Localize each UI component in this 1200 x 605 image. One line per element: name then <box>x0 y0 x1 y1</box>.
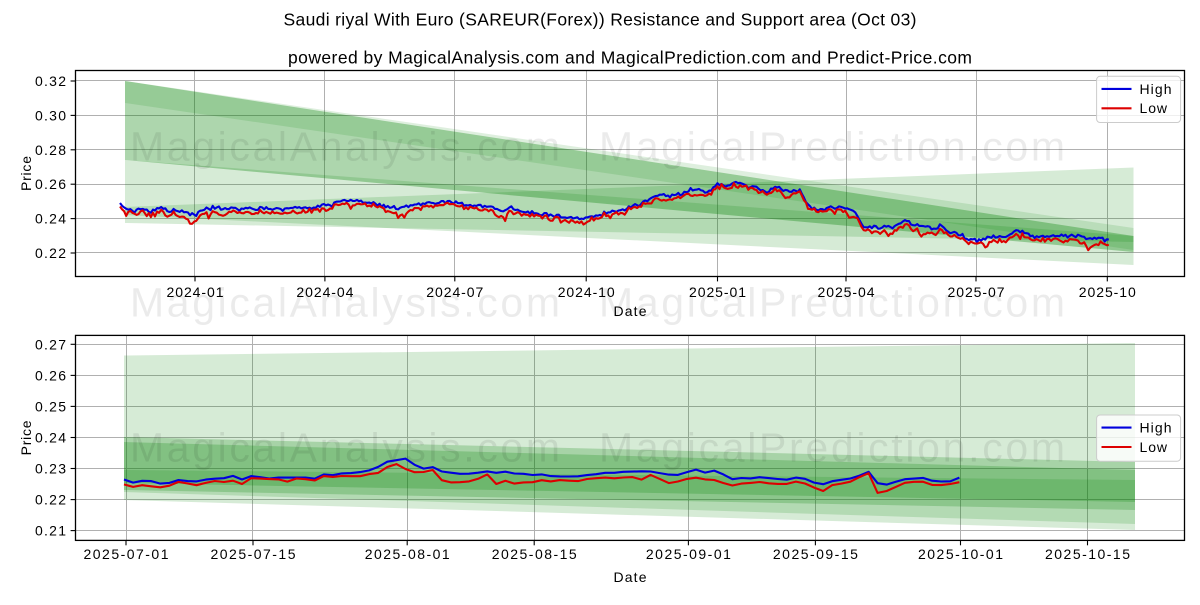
svg-text:2025-01: 2025-01 <box>689 284 746 300</box>
svg-text:MagicalAnalysis.com: MagicalAnalysis.com <box>130 425 560 471</box>
svg-text:MagicalPrediction.com: MagicalPrediction.com <box>599 280 1065 326</box>
svg-text:2025-10-15: 2025-10-15 <box>1045 546 1130 562</box>
svg-text:0.28: 0.28 <box>35 142 66 158</box>
svg-text:High: High <box>1140 420 1172 436</box>
svg-text:MagicalAnalysis.com: MagicalAnalysis.com <box>130 124 560 170</box>
svg-text:2025-04: 2025-04 <box>818 284 875 300</box>
svg-text:Date: Date <box>614 303 647 319</box>
svg-text:0.27: 0.27 <box>35 336 66 352</box>
svg-text:2024-07: 2024-07 <box>426 284 483 300</box>
svg-text:Low: Low <box>1140 439 1168 455</box>
svg-text:0.21: 0.21 <box>35 523 66 539</box>
svg-text:2024-10: 2024-10 <box>558 284 615 300</box>
svg-text:2025-10: 2025-10 <box>1079 284 1136 300</box>
svg-text:2025-10-01: 2025-10-01 <box>918 546 1003 562</box>
svg-text:2024-01: 2024-01 <box>167 284 224 300</box>
svg-text:2025-08-01: 2025-08-01 <box>365 546 450 562</box>
svg-text:Date: Date <box>614 569 647 585</box>
svg-text:0.22: 0.22 <box>35 245 66 261</box>
svg-text:2025-07-15: 2025-07-15 <box>211 546 296 562</box>
svg-text:0.24: 0.24 <box>35 430 66 446</box>
svg-text:Low: Low <box>1140 100 1168 116</box>
svg-text:0.25: 0.25 <box>35 398 66 414</box>
svg-text:0.23: 0.23 <box>35 461 66 477</box>
svg-text:2025-07-01: 2025-07-01 <box>84 546 169 562</box>
svg-text:2024-04: 2024-04 <box>296 284 353 300</box>
svg-text:MagicalAnalysis.com: MagicalAnalysis.com <box>130 280 560 326</box>
svg-text:powered by MagicalAnalysis.com: powered by MagicalAnalysis.com and Magic… <box>288 47 972 67</box>
svg-text:2025-07: 2025-07 <box>948 284 1005 300</box>
svg-text:0.30: 0.30 <box>35 107 66 123</box>
svg-text:0.26: 0.26 <box>35 367 66 383</box>
svg-text:0.32: 0.32 <box>35 73 66 89</box>
svg-text:MagicalPrediction.com: MagicalPrediction.com <box>599 124 1065 170</box>
svg-text:2025-09-01: 2025-09-01 <box>646 546 731 562</box>
svg-text:High: High <box>1140 81 1172 97</box>
svg-text:0.24: 0.24 <box>35 211 66 227</box>
svg-text:Saudi riyal With Euro (SAREUR(: Saudi riyal With Euro (SAREUR(Forex)) Re… <box>284 10 917 30</box>
svg-text:0.26: 0.26 <box>35 176 66 192</box>
svg-text:MagicalPrediction.com: MagicalPrediction.com <box>599 425 1065 471</box>
svg-text:2025-09-15: 2025-09-15 <box>773 546 858 562</box>
svg-text:Price: Price <box>18 156 34 191</box>
svg-text:0.22: 0.22 <box>35 492 66 508</box>
svg-text:Price: Price <box>18 420 34 455</box>
svg-text:2025-08-15: 2025-08-15 <box>492 546 577 562</box>
